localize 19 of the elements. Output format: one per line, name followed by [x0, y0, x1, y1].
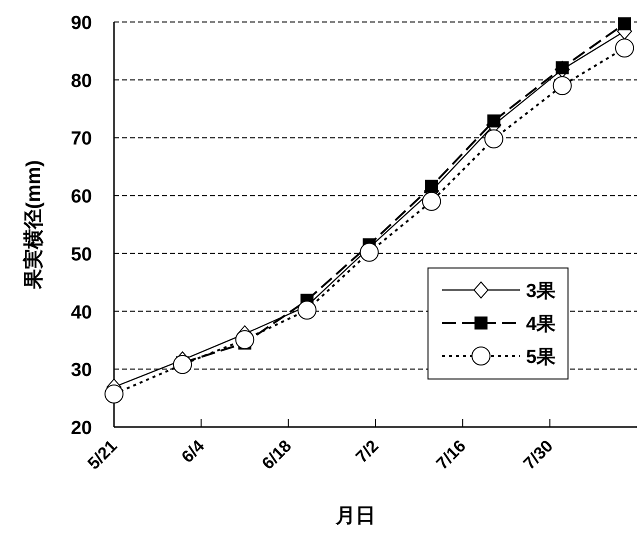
y-tick-label: 60: [70, 186, 92, 208]
x-tick-label: 6/18: [258, 436, 296, 474]
x-tick-label: 6/4: [178, 436, 208, 467]
x-tick-label: 7/16: [432, 436, 470, 474]
x-tick-label: 7/2: [352, 436, 382, 467]
legend-label: 5果: [526, 347, 557, 368]
y-tick-label: 40: [70, 302, 92, 324]
legend-label: 4果: [526, 314, 557, 335]
x-tick-label: 5/21: [84, 436, 121, 474]
x-tick-label: 7/30: [520, 436, 557, 474]
y-tick-label: 30: [70, 360, 92, 382]
y-tick-label: 80: [70, 70, 92, 92]
legend-label: 3果: [526, 281, 557, 302]
y-tick-label: 50: [70, 244, 92, 266]
y-tick-label: 20: [70, 418, 92, 439]
y-tick-label: 70: [70, 128, 92, 150]
x-axis-title: 月日: [334, 505, 376, 527]
y-tick-label: 90: [70, 13, 92, 34]
y-axis-title: 果実横径(mm): [22, 160, 45, 290]
